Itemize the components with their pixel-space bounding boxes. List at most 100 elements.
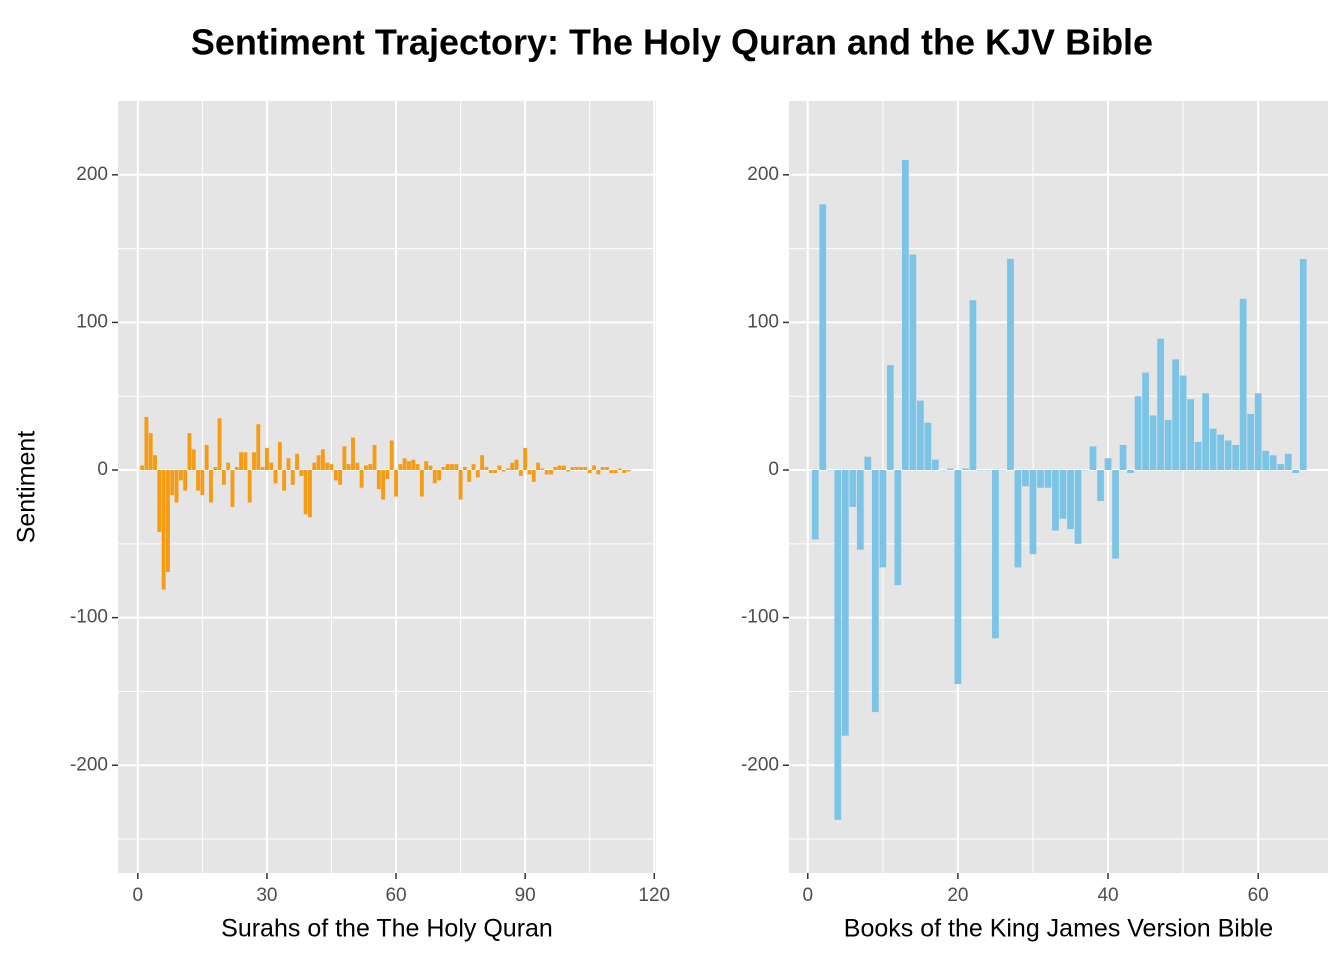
bar — [1014, 470, 1022, 568]
bar — [140, 465, 145, 471]
bar — [1254, 393, 1262, 471]
bar — [187, 433, 192, 471]
bar — [984, 470, 992, 471]
bar — [312, 462, 317, 471]
bar — [1007, 258, 1014, 471]
bar — [213, 467, 218, 471]
bar — [411, 459, 416, 471]
bar — [947, 468, 954, 471]
bar — [879, 470, 887, 568]
bar — [381, 470, 386, 500]
bar — [909, 254, 917, 471]
bar — [1052, 470, 1059, 531]
bar — [1097, 470, 1104, 502]
bar — [1142, 372, 1149, 471]
bar — [1202, 393, 1210, 471]
x-tick-label: 0 — [802, 885, 813, 906]
bar — [230, 470, 235, 507]
bar — [269, 462, 274, 471]
x-tick-label: 90 — [515, 885, 536, 906]
bar — [527, 470, 532, 475]
bar — [811, 470, 819, 540]
bar — [467, 470, 472, 482]
bar — [204, 444, 209, 471]
bar — [217, 418, 222, 471]
bar — [540, 468, 545, 471]
bar — [1284, 453, 1292, 471]
bar — [398, 464, 403, 471]
x-tick-label: 20 — [947, 885, 968, 906]
bar — [484, 467, 489, 471]
bar — [604, 467, 609, 471]
bar — [523, 447, 528, 471]
x-tick-label: 60 — [385, 885, 406, 906]
bar — [1157, 338, 1164, 471]
bar — [325, 462, 330, 471]
bar — [1299, 258, 1307, 471]
bar — [329, 464, 334, 471]
bar — [901, 160, 909, 471]
x-tick-label: 40 — [1097, 885, 1118, 906]
bar — [437, 470, 442, 481]
bar — [1239, 298, 1247, 471]
bar — [252, 452, 256, 471]
bar — [424, 461, 429, 471]
bar — [531, 470, 536, 482]
bar — [351, 437, 355, 471]
bar — [157, 470, 162, 533]
bar — [234, 467, 239, 471]
y-tick-label: 0 — [97, 459, 108, 480]
bar — [622, 470, 627, 473]
bar — [161, 470, 166, 590]
bar — [962, 468, 969, 471]
bar — [320, 449, 325, 471]
bar — [510, 462, 515, 471]
bar — [191, 449, 196, 471]
bar — [286, 458, 291, 471]
bar — [596, 470, 601, 475]
bar — [579, 467, 584, 471]
bar — [1209, 428, 1217, 471]
bar — [1292, 470, 1300, 473]
bar — [372, 444, 377, 471]
bar — [338, 470, 343, 485]
bar — [355, 462, 360, 471]
bar — [916, 400, 924, 471]
bar — [1127, 470, 1134, 473]
bar — [144, 416, 149, 471]
bar — [819, 204, 827, 471]
bar — [514, 459, 519, 471]
bar — [290, 470, 295, 485]
bar — [432, 470, 437, 484]
bar — [1022, 470, 1029, 487]
bar — [308, 470, 312, 518]
panel-background — [118, 101, 656, 873]
bar — [226, 462, 231, 471]
y-tick-label: -100 — [741, 607, 779, 628]
y-tick-label: 0 — [768, 459, 779, 480]
bar — [549, 470, 553, 475]
bar — [471, 464, 476, 471]
bar — [264, 447, 269, 471]
y-tick-label: -100 — [70, 607, 108, 628]
bar — [894, 470, 902, 586]
y-tick-label: 100 — [747, 311, 779, 332]
bar — [1232, 444, 1240, 471]
bar — [924, 422, 932, 471]
bar — [1172, 359, 1179, 471]
bar — [557, 465, 562, 471]
bar — [243, 452, 248, 471]
bar — [570, 467, 575, 471]
bar — [247, 470, 252, 503]
bar — [506, 468, 510, 471]
bar — [475, 470, 480, 478]
bar — [385, 470, 390, 479]
bar — [886, 365, 894, 471]
bar — [303, 470, 308, 515]
bar — [566, 470, 571, 472]
bar — [834, 470, 842, 820]
bar — [1262, 450, 1270, 471]
bar — [609, 470, 614, 473]
bar — [849, 470, 857, 507]
